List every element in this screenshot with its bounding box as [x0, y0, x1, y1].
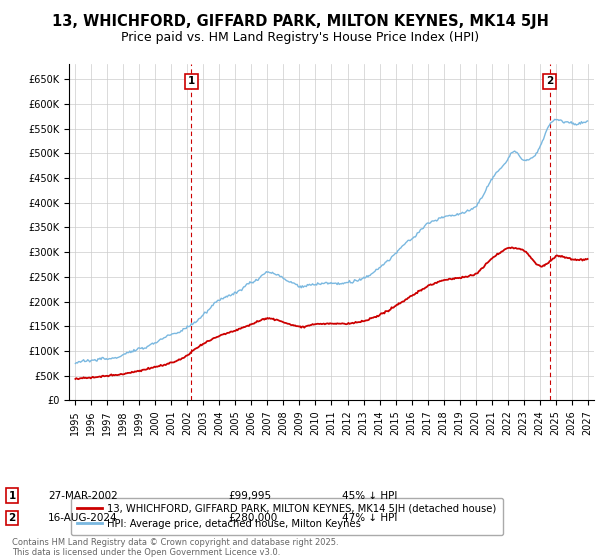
Text: 1: 1	[188, 76, 195, 86]
Text: 1: 1	[8, 491, 16, 501]
Text: 2: 2	[546, 76, 553, 86]
Text: 13, WHICHFORD, GIFFARD PARK, MILTON KEYNES, MK14 5JH: 13, WHICHFORD, GIFFARD PARK, MILTON KEYN…	[52, 14, 548, 29]
Text: £99,995: £99,995	[228, 491, 271, 501]
Text: 45% ↓ HPI: 45% ↓ HPI	[342, 491, 397, 501]
Text: 47% ↓ HPI: 47% ↓ HPI	[342, 513, 397, 523]
Legend: 13, WHICHFORD, GIFFARD PARK, MILTON KEYNES, MK14 5JH (detached house), HPI: Aver: 13, WHICHFORD, GIFFARD PARK, MILTON KEYN…	[71, 498, 503, 535]
Text: Price paid vs. HM Land Registry's House Price Index (HPI): Price paid vs. HM Land Registry's House …	[121, 31, 479, 44]
Text: 27-MAR-2002: 27-MAR-2002	[48, 491, 118, 501]
Text: 16-AUG-2024: 16-AUG-2024	[48, 513, 118, 523]
Text: 2: 2	[8, 513, 16, 523]
Text: £280,000: £280,000	[228, 513, 277, 523]
Text: Contains HM Land Registry data © Crown copyright and database right 2025.
This d: Contains HM Land Registry data © Crown c…	[12, 538, 338, 557]
